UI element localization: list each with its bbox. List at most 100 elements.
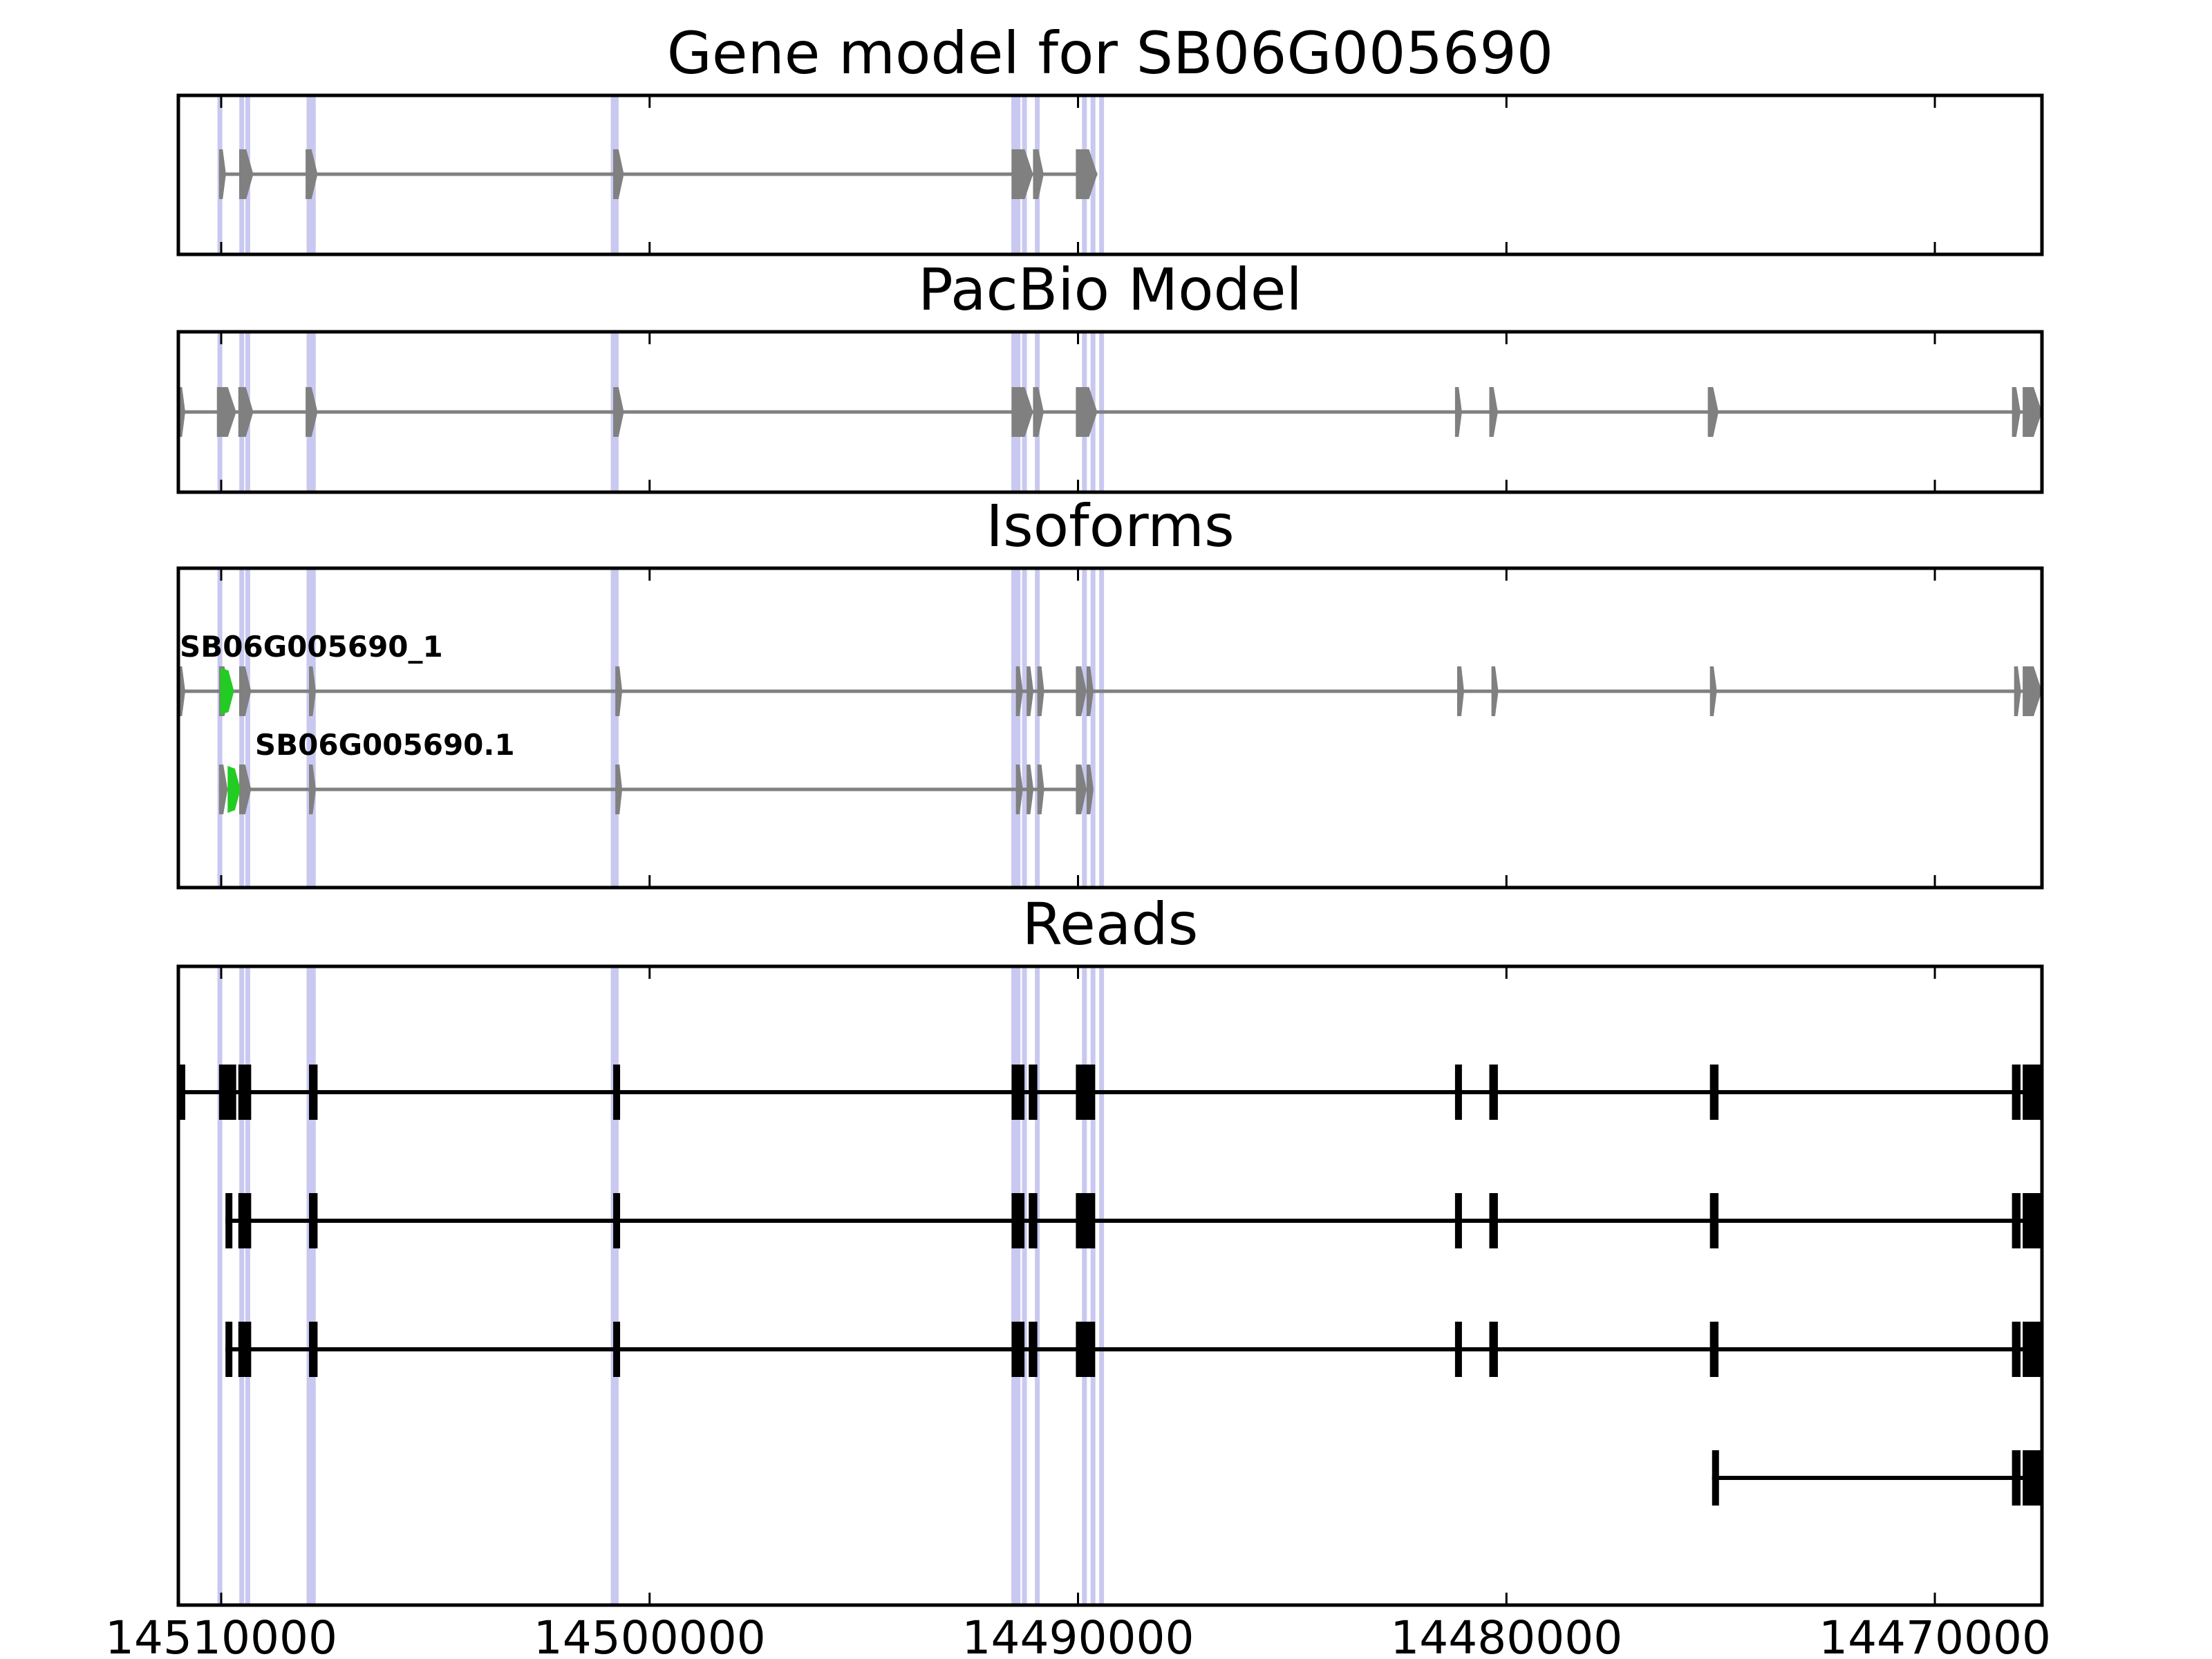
exon-block: [218, 765, 228, 814]
exon-block: [238, 1322, 252, 1377]
exon-block: [1712, 1450, 1719, 1506]
exon-block: [1489, 1065, 1498, 1120]
exon-block: [1491, 666, 1499, 716]
exon-block: [309, 666, 317, 716]
panel-gene-model: Gene model for SB06G005690: [176, 19, 2044, 256]
exon-block: [1454, 387, 1462, 437]
exon-block: [1076, 1322, 1096, 1377]
exon-block: [225, 1193, 233, 1248]
exon-block: [225, 1322, 233, 1377]
exon-block: [2012, 1193, 2021, 1248]
exon-block: [238, 1193, 252, 1248]
exon-block: [1011, 1065, 1025, 1120]
exon-block: [1454, 1322, 1462, 1377]
exon-block: [1076, 1065, 1096, 1120]
exon-block: [2023, 666, 2042, 716]
panel-title: Gene model for SB06G005690: [667, 19, 1553, 87]
tick-label: 14470000: [1819, 1611, 2051, 1659]
exon-block: [218, 149, 226, 199]
tick-label: 14490000: [962, 1611, 1194, 1659]
panel-frame: [176, 964, 2044, 1607]
isoform-label: SB06G005690.1: [255, 728, 515, 762]
exon-block: [2012, 1322, 2021, 1377]
highlight-exon: [220, 668, 234, 715]
exon-block: [1489, 1193, 1498, 1248]
exon-block: [238, 1065, 252, 1120]
panel-content: [217, 95, 1105, 254]
exon-block: [613, 387, 624, 437]
exon-block: [306, 387, 318, 437]
exon-block: [239, 149, 254, 199]
exon-block: [1707, 387, 1719, 437]
exon-block: [216, 387, 236, 437]
exon-block: [1076, 1193, 1096, 1248]
panel-content: [178, 966, 2042, 1605]
panel-title: Isoforms: [986, 492, 1235, 560]
isoform-label: SB06G005690_1: [180, 630, 443, 664]
exon-block: [1011, 149, 1033, 199]
exon-block: [615, 765, 623, 814]
exon-block: [309, 1322, 318, 1377]
exon-block: [1076, 387, 1098, 437]
exon-block: [1454, 1065, 1462, 1120]
exon-block: [1489, 387, 1498, 437]
exon-block: [2023, 1322, 2042, 1377]
panel-title: PacBio Model: [918, 256, 1302, 324]
exon-block: [1076, 765, 1087, 814]
exon-block: [1454, 1193, 1462, 1248]
highlight-exon: [227, 766, 241, 813]
panel-content: [178, 332, 2042, 492]
exon-block: [1033, 149, 1044, 199]
exon-block: [218, 1065, 236, 1120]
exon-block: [2012, 1450, 2021, 1506]
exon-block: [1015, 666, 1023, 716]
panel-isoforms: Isoforms SB06G005690_1 SB06G005690.1: [176, 492, 2044, 890]
exon-block: [2023, 1065, 2042, 1120]
exon-block: [238, 387, 254, 437]
exon-block: [1011, 1193, 1025, 1248]
exon-block: [1029, 1065, 1038, 1120]
exon-block: [2012, 1065, 2021, 1120]
exon-block: [1457, 666, 1465, 716]
panel-frame: [176, 93, 2044, 256]
x-axis: 14510000 14500000 14490000 14480000 14470000: [105, 1611, 2051, 1659]
exon-block: [1011, 1322, 1025, 1377]
exon-block: [1709, 666, 1717, 716]
tick-label: 14510000: [105, 1611, 337, 1659]
exon-block: [2023, 387, 2042, 437]
exon-block: [1709, 1193, 1719, 1248]
exon-block: [2023, 1450, 2042, 1506]
exon-block: [2014, 666, 2021, 716]
exon-block: [2023, 1193, 2042, 1248]
exon-block: [178, 1065, 185, 1120]
panel-frame: [176, 330, 2044, 494]
exon-block: [615, 666, 623, 716]
exon-block: [613, 1322, 621, 1377]
exon-block: [309, 1065, 318, 1120]
exon-block: [309, 1193, 318, 1248]
tick-label: 14500000: [534, 1611, 766, 1659]
exon-block: [1037, 765, 1044, 814]
panel-title: Reads: [1022, 890, 1199, 958]
exon-block: [613, 1193, 621, 1248]
exon-block: [239, 765, 252, 814]
exon-block: [309, 765, 317, 814]
exon-block: [1011, 387, 1033, 437]
exon-block: [1489, 1322, 1498, 1377]
exon-block: [1027, 765, 1034, 814]
exon-block: [1029, 1322, 1038, 1377]
exon-block: [1076, 149, 1098, 199]
panel-reads: Reads: [176, 890, 2044, 1607]
panel-pacbio-model: PacBio Model: [176, 256, 2044, 494]
exon-block: [1076, 666, 1087, 716]
exon-block: [1027, 666, 1034, 716]
exon-block: [1037, 666, 1044, 716]
exon-block: [613, 149, 624, 199]
exon-block: [1086, 765, 1094, 814]
exon-block: [306, 149, 318, 199]
panel-content: [178, 568, 2042, 888]
exon-block: [1086, 666, 1094, 716]
exon-block: [239, 666, 252, 716]
panel-frame: [176, 566, 2044, 890]
